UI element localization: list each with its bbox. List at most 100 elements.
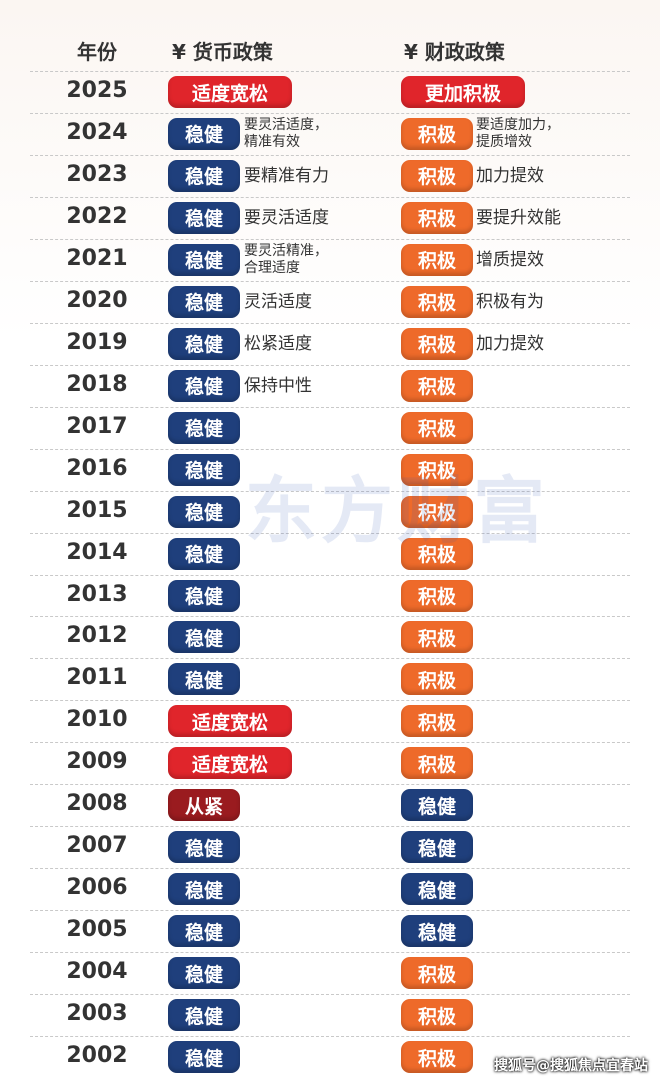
year: 2004 <box>66 959 128 985</box>
year: 2022 <box>66 203 128 229</box>
policy-note: 加力提效 <box>476 166 544 186</box>
row-divider <box>30 406 630 408</box>
row-divider <box>30 364 630 366</box>
policy-badge: 积极 <box>401 663 473 696</box>
header-year: 年份 <box>77 40 117 64</box>
year: 2006 <box>66 875 128 901</box>
year: 2017 <box>66 413 128 439</box>
year: 2013 <box>66 581 128 607</box>
note-line: 积极有为 <box>476 291 544 312</box>
policy-badge: 积极 <box>401 411 473 444</box>
note-line: 加力提效 <box>476 165 544 186</box>
year: 2025 <box>66 78 128 103</box>
policy-note: 要灵活适度 <box>244 208 329 228</box>
policy-badge: 适度宽松 <box>168 76 292 108</box>
row-divider <box>30 112 630 114</box>
year: 2007 <box>66 833 128 859</box>
policy-badge: 积极 <box>401 285 473 318</box>
year: 2009 <box>66 749 128 775</box>
row-divider <box>30 574 630 576</box>
header-monetary: ¥ 货币政策 <box>172 40 273 64</box>
policy-badge: 稳健 <box>168 495 240 528</box>
row-divider <box>30 742 630 744</box>
policy-badge: 从紧 <box>168 789 240 822</box>
year: 2023 <box>66 161 128 187</box>
note-line: 增质提效 <box>476 249 544 270</box>
row-divider <box>30 868 630 870</box>
policy-badge: 积极 <box>401 201 473 234</box>
policy-badge: 稳健 <box>168 327 240 360</box>
row-divider <box>30 658 630 660</box>
row-divider <box>30 700 630 702</box>
row-divider <box>30 154 630 156</box>
year: 2002 <box>66 1043 128 1069</box>
year: 2008 <box>66 791 128 817</box>
policy-note: 要精准有力 <box>244 166 329 186</box>
policy-badge: 稳健 <box>168 285 240 318</box>
policy-badge: 积极 <box>401 957 473 990</box>
row-divider <box>30 910 630 912</box>
note-line: 要灵活精准， <box>244 242 328 259</box>
year: 2016 <box>66 455 128 481</box>
note-line: 松紧适度 <box>244 333 312 354</box>
policy-badge: 稳健 <box>168 201 240 234</box>
policy-badge: 稳健 <box>168 411 240 444</box>
policy-badge: 积极 <box>401 705 473 738</box>
policy-badge: 积极 <box>401 747 473 780</box>
policy-badge: 稳健 <box>168 369 240 402</box>
policy-badge: 稳健 <box>168 831 240 864</box>
year: 2003 <box>66 1001 128 1027</box>
row-divider <box>30 616 630 618</box>
policy-badge: 稳健 <box>168 915 240 948</box>
row-divider <box>30 71 630 72</box>
year: 2012 <box>66 623 128 649</box>
year: 2005 <box>66 917 128 943</box>
note-line: 精准有效 <box>244 133 300 150</box>
policy-badge: 积极 <box>401 1041 473 1074</box>
row-divider <box>30 1036 630 1038</box>
policy-badge: 积极 <box>401 621 473 654</box>
policy-badge: 更加积极 <box>401 76 525 108</box>
policy-note: 增质提效 <box>476 250 544 270</box>
header-fiscal: ¥ 财政政策 <box>404 40 505 64</box>
note-line: 保持中性 <box>244 375 312 396</box>
policy-note: 积极有为 <box>476 292 544 312</box>
policy-badge: 稳健 <box>168 1041 240 1074</box>
year: 2020 <box>66 287 128 313</box>
policy-badge: 积极 <box>401 453 473 486</box>
year: 2015 <box>66 497 128 523</box>
policy-badge: 稳健 <box>401 873 473 906</box>
year: 2011 <box>66 665 128 691</box>
policy-badge: 积极 <box>401 117 473 150</box>
policy-note: 要灵活适度， 精准有效 <box>244 117 328 151</box>
note-line: 提质增效 <box>476 133 532 150</box>
row-divider <box>30 238 630 240</box>
policy-badge: 稳健 <box>168 579 240 612</box>
policy-badge: 积极 <box>401 537 473 570</box>
policy-badge: 积极 <box>401 999 473 1032</box>
row-divider <box>30 952 630 954</box>
policy-badge: 稳健 <box>168 117 240 150</box>
policy-badge: 稳健 <box>168 663 240 696</box>
policy-badge: 积极 <box>401 327 473 360</box>
row-divider <box>30 784 630 786</box>
year: 2018 <box>66 371 128 397</box>
row-divider <box>30 532 630 534</box>
policy-badge: 稳健 <box>168 957 240 990</box>
policy-badge: 适度宽松 <box>168 747 292 780</box>
policy-badge: 稳健 <box>401 789 473 822</box>
policy-badge: 稳健 <box>168 159 240 192</box>
row-divider <box>30 322 630 324</box>
policy-badge: 稳健 <box>168 999 240 1032</box>
policy-badge: 积极 <box>401 159 473 192</box>
policy-badge: 适度宽松 <box>168 705 292 738</box>
row-divider <box>30 280 630 282</box>
policy-note: 要提升效能 <box>476 208 561 228</box>
note-line: 要提升效能 <box>476 207 561 228</box>
row-divider <box>30 994 630 996</box>
policy-badge: 积极 <box>401 495 473 528</box>
note-line: 要灵活适度 <box>244 207 329 228</box>
row-divider <box>30 448 630 450</box>
note-line: 灵活适度 <box>244 291 312 312</box>
